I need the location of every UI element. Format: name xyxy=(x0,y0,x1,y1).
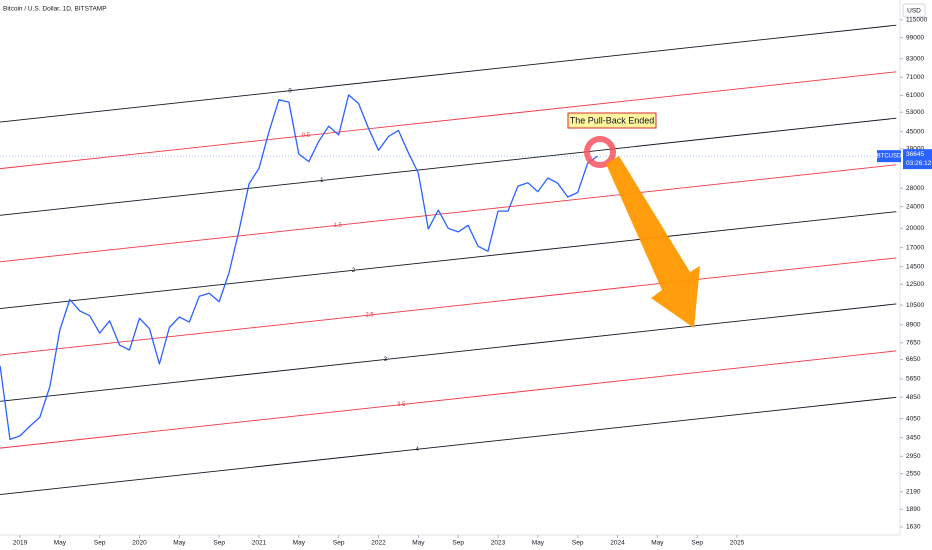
channel-line xyxy=(0,350,897,449)
x-tick-label: May xyxy=(54,540,67,547)
symbol-label: BTCUSD xyxy=(877,154,902,160)
x-tick-label: May xyxy=(173,540,186,547)
channel-line xyxy=(0,303,897,402)
y-tick-label: 28000 xyxy=(906,185,924,192)
channel-line xyxy=(0,211,897,309)
y-tick-label: 1630 xyxy=(906,524,921,531)
level-label: 3.5 xyxy=(397,402,406,408)
level-label: 3 xyxy=(384,357,388,363)
currency: USD xyxy=(907,8,921,15)
y-tick-label: 24000 xyxy=(906,203,924,210)
y-tick-label: 1890 xyxy=(906,506,921,513)
x-tick-label: May xyxy=(293,540,306,547)
annotation-text: The Pull-Back Ended xyxy=(570,115,655,125)
y-tick-label: 8900 xyxy=(906,321,921,328)
price-line xyxy=(0,94,598,441)
x-tick-label: 2020 xyxy=(132,540,147,547)
x-tick-label: 2023 xyxy=(491,540,506,547)
y-tick-label: 2190 xyxy=(906,489,921,496)
countdown-label: 03:26:12 xyxy=(906,160,932,167)
level-label: 2 xyxy=(352,268,356,274)
x-tick-label: Sep xyxy=(452,540,464,547)
y-tick-label: 14500 xyxy=(906,263,924,270)
channel-line xyxy=(0,117,897,216)
x-tick-label: 2022 xyxy=(371,540,386,547)
y-tick-label: 7650 xyxy=(906,340,921,347)
symbol-box xyxy=(877,150,901,163)
y-tick-label: 17000 xyxy=(906,244,924,251)
y-tick-label: 83000 xyxy=(906,55,924,62)
channel-line xyxy=(0,164,897,263)
y-tick-label: 115000 xyxy=(906,17,928,24)
channel-line xyxy=(0,71,897,170)
y-tick-label: 39000 xyxy=(906,145,924,152)
y-tick-label: 3450 xyxy=(906,434,921,441)
channel-line xyxy=(0,24,897,123)
level-label: 4 xyxy=(416,447,420,453)
price-box xyxy=(903,149,932,170)
y-tick-label: 71000 xyxy=(906,74,924,81)
y-tick-label: 2550 xyxy=(906,470,921,477)
last-price-label: 36645 xyxy=(906,151,924,158)
level-label: 0.5 xyxy=(302,133,311,139)
y-tick-label: 12500 xyxy=(906,281,924,288)
x-tick-label: Sep xyxy=(213,540,225,547)
y-tick-label: 45000 xyxy=(906,128,924,135)
x-tick-label: May xyxy=(412,540,425,547)
y-tick-label: 6650 xyxy=(906,356,921,363)
down-arrow xyxy=(606,156,700,328)
y-tick-label: 61000 xyxy=(906,92,924,99)
y-tick-label: 4850 xyxy=(906,394,921,401)
y-tick-label: 99000 xyxy=(906,34,924,41)
x-tick-label: May xyxy=(651,540,664,547)
level-label: 1 xyxy=(320,178,324,184)
x-tick-label: 2025 xyxy=(730,540,745,547)
level-label: 0 xyxy=(288,88,292,94)
x-tick-label: Sep xyxy=(94,540,106,547)
channel-line xyxy=(0,396,897,496)
annotation-box xyxy=(567,112,657,129)
annotation-group: The Pull-Back Ended xyxy=(567,112,700,328)
chart-title: Bitcoin / U.S. Dollar, 1D, BITSTAMP xyxy=(3,6,107,13)
x-tick-label: 2024 xyxy=(610,540,625,547)
x-tick-label: 2019 xyxy=(13,540,28,547)
highlight-circle xyxy=(584,136,616,168)
x-tick-label: Sep xyxy=(691,540,703,547)
x-tick-label: May xyxy=(532,540,545,547)
currency-box[interactable] xyxy=(902,3,926,18)
channel-line xyxy=(0,257,897,356)
level-label: 2.5 xyxy=(365,313,374,319)
level-label: 1.5 xyxy=(334,223,343,229)
y-tick-label: 53000 xyxy=(906,109,924,116)
x-tick-label: Sep xyxy=(333,540,345,547)
y-tick-label: 2950 xyxy=(906,453,921,460)
plot-area: 0 0.5 1 1.5 2 2.5 3 3.5 4 xyxy=(0,24,900,496)
x-tick-label: 2021 xyxy=(252,540,267,547)
y-tick-label: 4050 xyxy=(906,415,921,422)
x-tick-label: Sep xyxy=(572,540,584,547)
y-tick-label: 10500 xyxy=(906,302,924,309)
y-tick-label: 5650 xyxy=(906,376,921,383)
y-tick-label: 20000 xyxy=(906,225,924,232)
